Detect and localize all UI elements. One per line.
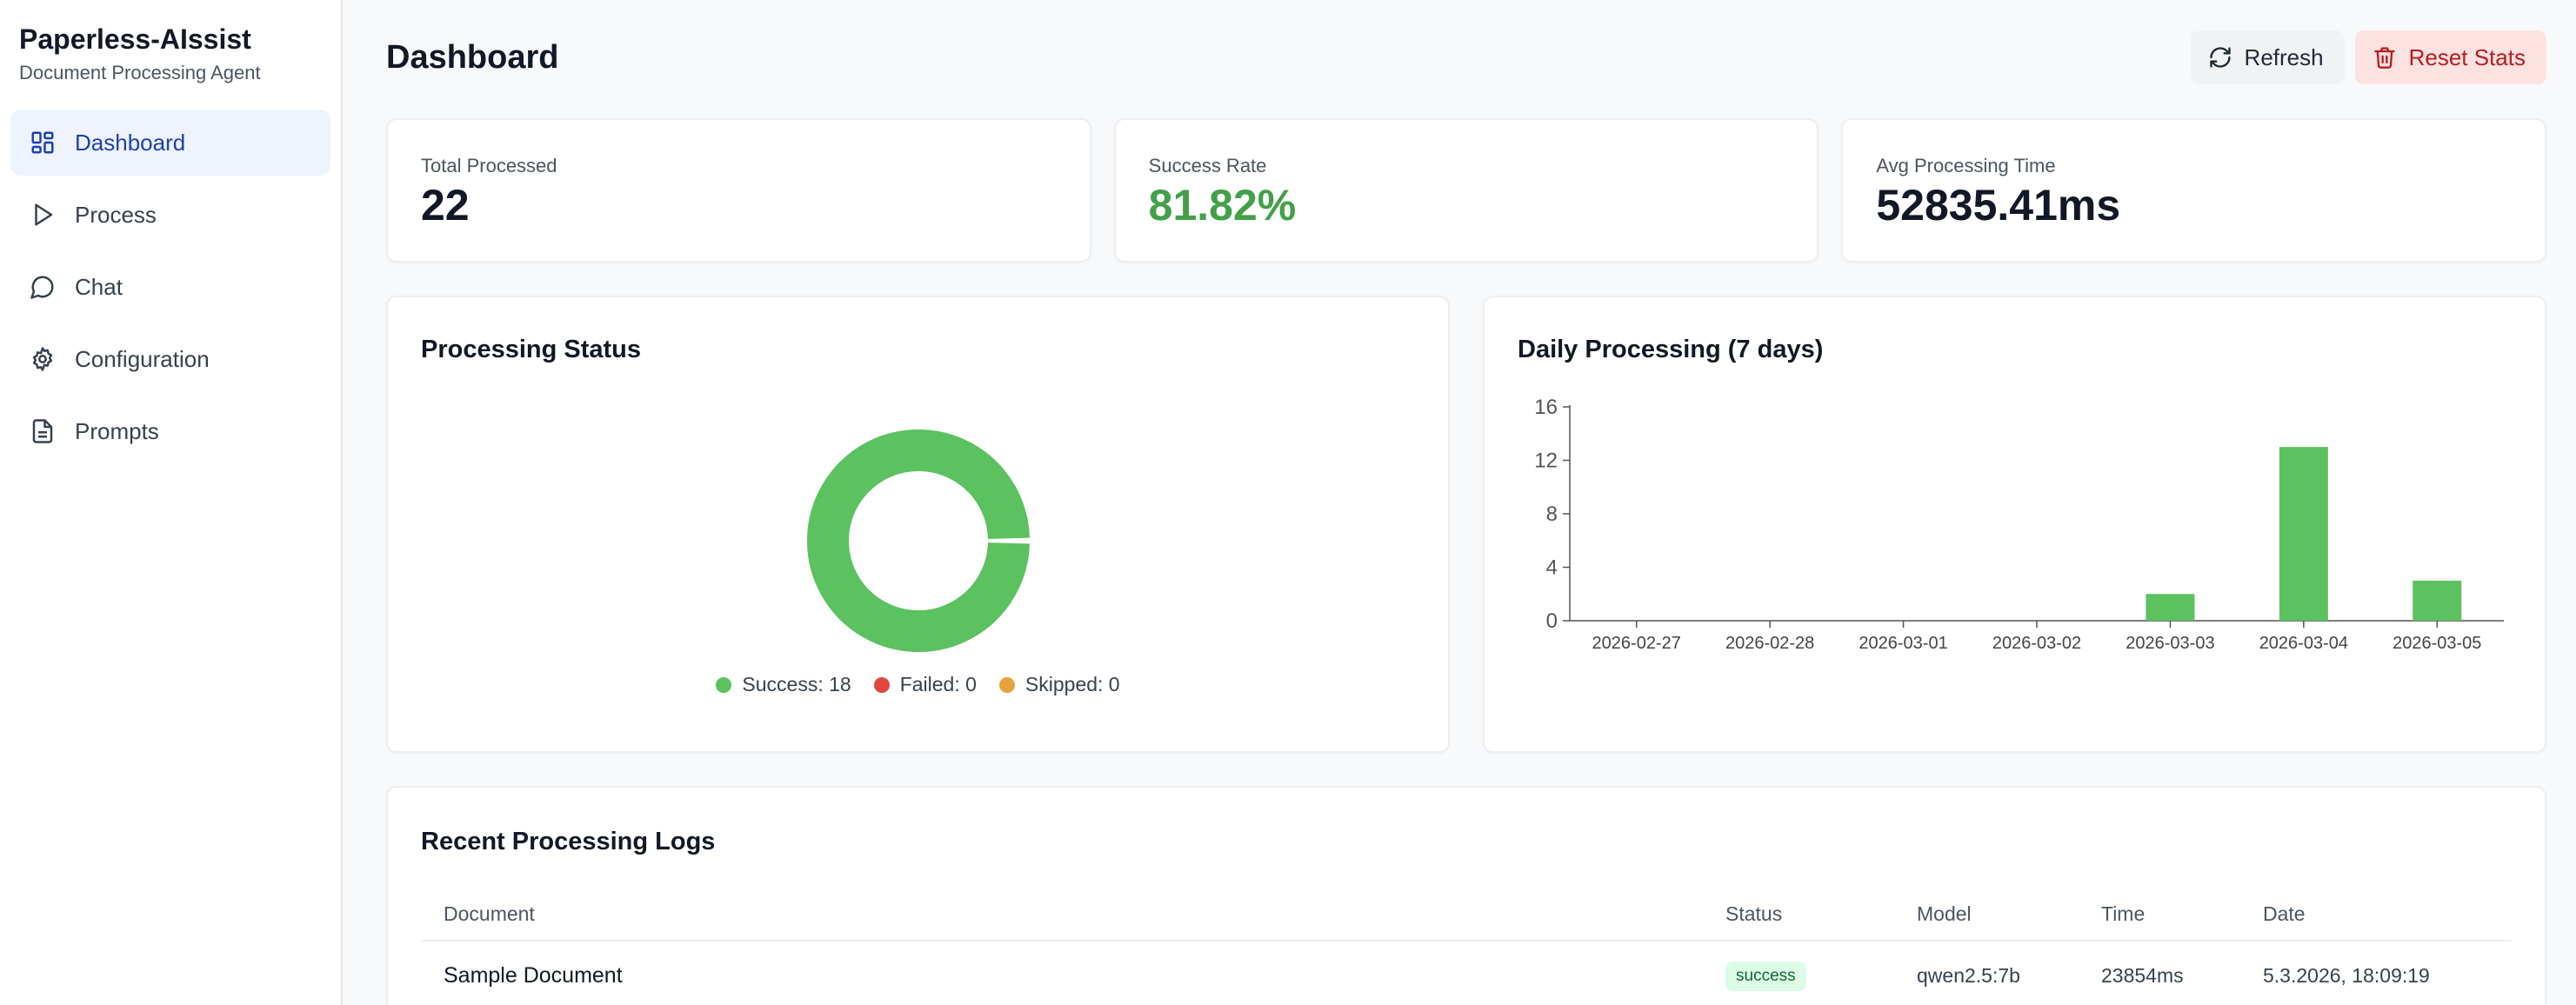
page-header: Dashboard Refresh Reset Stats [386, 26, 2546, 89]
refresh-label: Refresh [2244, 43, 2324, 70]
legend-item-success[interactable]: Success: 18 [716, 673, 851, 696]
y-tick-label: 12 [1534, 449, 1558, 473]
stats-row: Total Processed 22 Success Rate 81.82% A… [386, 118, 2547, 263]
app-subtitle: Document Processing Agent [19, 62, 261, 83]
sidebar-item-label: Prompts [75, 417, 159, 444]
stat-value: 81.82% [1148, 181, 1297, 230]
x-tick-label: 2026-03-02 [1992, 634, 2081, 653]
chat-icon [30, 274, 56, 300]
stat-value: 52835.41ms [1876, 181, 2121, 230]
header-actions: Refresh Reset Stats [2190, 30, 2546, 84]
refresh-icon [2209, 47, 2231, 68]
charts-row: Processing Status Success: 18 Failed: 0 … [386, 296, 2546, 753]
sidebar: Paperless-AIssist Document Processing Ag… [0, 0, 343, 1005]
legend-label: Skipped: 0 [1024, 673, 1120, 696]
stat-card-avg-processing-time: Avg Processing Time 52835.41ms [1841, 118, 2547, 263]
sidebar-item-configuration[interactable]: Configuration [10, 326, 330, 392]
stat-value: 22 [421, 181, 470, 230]
sidebar-item-label: Chat [75, 273, 123, 300]
sidebar-item-label: Process [75, 201, 157, 228]
x-tick-label: 2026-02-28 [1725, 634, 1814, 653]
stat-label: Success Rate [1148, 155, 1267, 176]
x-tick-label: 2026-02-27 [1592, 634, 1681, 653]
y-tick-label: 0 [1546, 609, 1558, 633]
sidebar-item-dashboard[interactable]: Dashboard [10, 110, 330, 176]
bar-chart: 0 4 8 12 16 2026-02-27 2026-02-28 2026-03-01 202… [1534, 396, 2504, 653]
stat-card-total-processed: Total Processed 22 [386, 118, 1091, 263]
sidebar-item-label: Dashboard [75, 129, 186, 156]
y-tick-label: 8 [1546, 503, 1558, 526]
column-header-document[interactable]: Document [421, 889, 1703, 942]
donut-slice-success[interactable] [806, 429, 1030, 652]
stat-card-success-rate: Success Rate 81.82% [1113, 118, 1819, 263]
gear-icon [30, 346, 56, 372]
logs-table: Document Status Model Time Date Sample D… [421, 889, 2512, 1005]
reset-stats-label: Reset Stats [2408, 43, 2526, 70]
bar-2026-03-05[interactable] [2412, 580, 2462, 621]
donut-chart [388, 419, 1448, 662]
column-header-status[interactable]: Status [1703, 889, 1894, 942]
play-icon [30, 202, 56, 228]
document-icon [30, 418, 56, 444]
stat-label: Total Processed [421, 155, 557, 176]
x-tick-label: 2026-03-04 [2259, 634, 2348, 653]
processing-status-card: Processing Status Success: 18 Failed: 0 … [386, 296, 1450, 753]
cell-document: Sample Document [444, 963, 623, 988]
legend-dot [998, 676, 1015, 693]
card-title: Daily Processing (7 days) [1518, 336, 1824, 363]
x-tick-label: 2026-03-05 [2392, 634, 2481, 653]
table-header-row: Document Status Model Time Date [421, 889, 2512, 942]
legend-label: Success: 18 [742, 673, 851, 696]
daily-processing-card: Daily Processing (7 days) 0 4 8 12 16 2026-02… [1483, 296, 2546, 753]
donut-svg [806, 429, 1030, 652]
y-tick-label: 16 [1534, 396, 1558, 419]
main-content: Dashboard Refresh Reset Stats Total Proc… [343, 0, 2576, 1005]
column-header-model[interactable]: Model [1894, 889, 2079, 942]
legend-label: Failed: 0 [899, 673, 977, 696]
table-row[interactable]: Sample Document success qwen2.5:7b 23854… [421, 941, 2512, 1005]
x-tick-label: 2026-03-03 [2126, 634, 2214, 653]
column-header-time[interactable]: Time [2079, 889, 2240, 942]
recent-logs-card: Recent Processing Logs Document Status M… [386, 786, 2546, 1005]
stat-label: Avg Processing Time [1876, 155, 2056, 176]
refresh-button[interactable]: Refresh [2190, 30, 2345, 84]
bar-2026-03-04[interactable] [2279, 447, 2328, 621]
card-title: Processing Status [421, 336, 642, 363]
cell-status: success [1703, 941, 1894, 1005]
sidebar-item-prompts[interactable]: Prompts [10, 398, 330, 464]
column-header-date[interactable]: Date [2240, 889, 2512, 942]
sidebar-nav: Dashboard Process Chat [10, 110, 330, 464]
cell-time: 23854ms [2101, 964, 2184, 987]
reset-stats-button[interactable]: Reset Stats [2354, 30, 2546, 84]
y-tick-label: 4 [1546, 556, 1558, 580]
page-title: Dashboard [386, 38, 559, 76]
sidebar-item-label: Configuration [75, 345, 210, 372]
trash-icon [2373, 47, 2395, 69]
status-legend: Success: 18 Failed: 0 Skipped: 0 [388, 673, 1448, 696]
legend-item-failed[interactable]: Failed: 0 [873, 673, 977, 696]
legend-dot [716, 676, 732, 693]
cell-date: 5.3.2026, 18:09:19 [2263, 964, 2430, 987]
legend-item-skipped[interactable]: Skipped: 0 [998, 673, 1120, 696]
legend-dot [873, 676, 890, 693]
dashboard-icon [30, 130, 56, 156]
app-title: Paperless-AIssist [19, 23, 251, 55]
sidebar-item-chat[interactable]: Chat [10, 254, 330, 320]
bar-2026-03-03[interactable] [2146, 594, 2195, 621]
x-tick-label: 2026-03-01 [1859, 634, 1947, 653]
card-title: Recent Processing Logs [421, 828, 716, 855]
sidebar-item-process[interactable]: Process [10, 182, 330, 248]
status-badge: success [1725, 961, 1806, 991]
cell-model: qwen2.5:7b [1917, 964, 2020, 987]
